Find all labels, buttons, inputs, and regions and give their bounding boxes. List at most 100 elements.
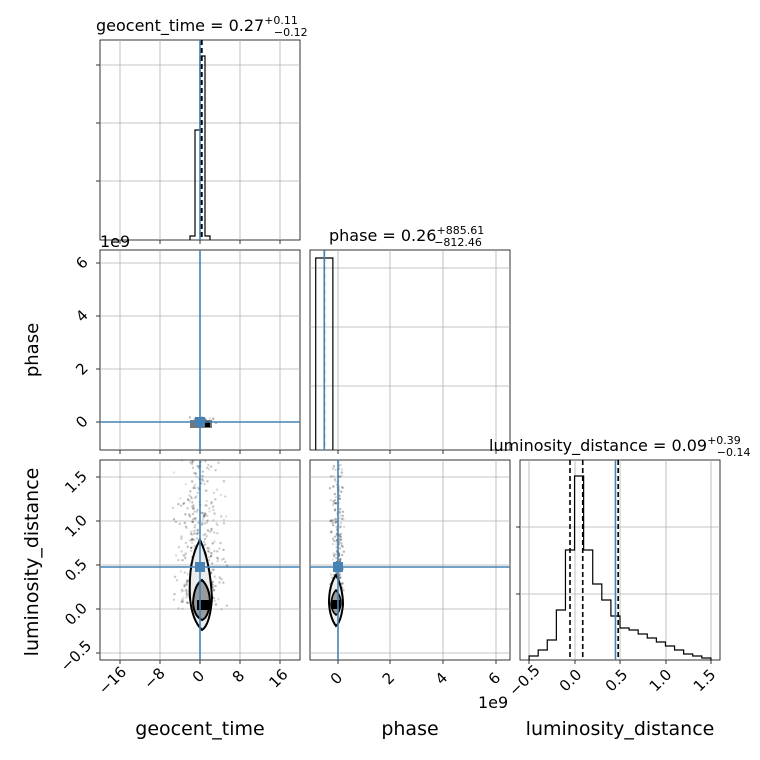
scatter-point <box>335 543 338 546</box>
scatter-point <box>216 557 220 560</box>
scatter-point <box>189 539 192 542</box>
scatter-point <box>339 454 341 456</box>
scatter-point <box>184 483 188 486</box>
scatter-point <box>332 539 336 543</box>
scatter-point <box>194 517 198 520</box>
scatter-point <box>339 541 342 544</box>
scatter-point <box>338 497 341 500</box>
scatter-point <box>203 482 206 486</box>
xtick-label: −0.5 <box>505 661 543 699</box>
scatter-point <box>202 514 206 517</box>
scatter-point <box>334 468 337 471</box>
scatter-point <box>191 520 194 523</box>
scatter-point <box>342 517 345 521</box>
scatter-point <box>196 486 200 489</box>
scatter-point <box>204 543 207 546</box>
scatter-point <box>217 461 220 464</box>
scatter-point <box>216 532 219 535</box>
panel-luminosity-distance-vs-phase: 0 2 4 6 1e9 phase <box>309 454 511 740</box>
scatter-point <box>213 599 216 603</box>
scatter-point <box>216 550 219 553</box>
scatter-point <box>189 532 193 536</box>
ytick-label: 4 <box>72 306 91 325</box>
scatter-point <box>184 525 187 528</box>
scatter-point <box>332 485 335 488</box>
scatter-point <box>214 603 218 606</box>
scatter-point <box>193 529 196 533</box>
scatter-point <box>340 471 343 474</box>
scatter-point <box>193 496 197 500</box>
scatter-point <box>210 552 213 555</box>
scatter-point <box>208 510 211 513</box>
scatter-point <box>190 546 193 550</box>
scatter-point <box>199 457 201 459</box>
scatter-point <box>174 554 178 557</box>
scatter-point <box>214 498 217 501</box>
scatter-point <box>341 553 344 557</box>
scatter-point <box>177 607 180 610</box>
scatter-point <box>201 511 204 515</box>
scatter-point <box>180 588 184 592</box>
scatter-point <box>334 521 337 524</box>
scatter-point <box>224 495 227 498</box>
scatter-point <box>330 530 333 533</box>
scatter-point <box>196 508 199 512</box>
scatter-point <box>211 418 214 421</box>
scatter-point <box>200 523 204 526</box>
scatter-point <box>180 550 183 553</box>
scatter-point <box>188 416 192 419</box>
scatter-point <box>206 520 209 523</box>
scatter-point <box>212 589 216 592</box>
scatter-point <box>177 558 180 562</box>
scatter-point <box>185 593 188 596</box>
scatter-point <box>201 477 204 481</box>
scatter-point <box>192 504 195 507</box>
scatter-point <box>334 518 338 521</box>
scatter-point <box>334 502 338 505</box>
scatter-point <box>334 520 337 523</box>
scatter-point <box>185 581 188 584</box>
scatter-point <box>339 538 342 541</box>
scatter-point <box>338 547 342 550</box>
scatter-point <box>213 540 216 543</box>
ytick-label: 0 <box>72 412 91 431</box>
contour-line-inner <box>191 578 212 622</box>
x-axis-label: phase <box>381 718 438 740</box>
scatter-point <box>193 538 196 542</box>
scatter-point <box>192 486 195 490</box>
scatter-point <box>183 585 186 588</box>
scatter-point <box>331 524 335 527</box>
truth-marker <box>195 562 205 572</box>
scatter-point <box>186 601 189 604</box>
scatter-point <box>218 581 221 584</box>
scatter-point <box>341 510 345 513</box>
scatter-point <box>340 468 344 471</box>
xtick-label: 1.5 <box>690 666 720 696</box>
scatter-point <box>222 581 225 584</box>
scatter-point <box>224 515 228 518</box>
scatter-point <box>333 509 337 512</box>
scatter-point <box>332 554 336 557</box>
scatter-point <box>182 596 185 600</box>
scatter-point <box>209 555 213 558</box>
scatter-point <box>333 555 336 558</box>
scatter-point <box>338 571 342 574</box>
scatter-point <box>212 417 215 420</box>
y-axis-label: luminosity_distance <box>21 468 43 657</box>
scatter-point <box>196 491 199 494</box>
scatter-point <box>193 510 197 513</box>
panel-title: luminosity_distance = 0.09+0.39 −0.14 <box>489 434 751 459</box>
scatter-point <box>211 568 214 571</box>
scatter-point <box>185 526 188 529</box>
scatter-point <box>329 573 333 576</box>
scatter-point <box>332 499 335 503</box>
scatter-point <box>193 483 197 486</box>
scatter-point <box>177 546 181 549</box>
scatter-point <box>338 558 342 562</box>
scatter-point <box>193 486 197 490</box>
scatter-point <box>334 517 337 521</box>
scatter-point <box>181 598 184 602</box>
scatter-point <box>188 515 192 518</box>
xtick-label: 0 <box>327 669 346 688</box>
scatter-point <box>341 582 344 585</box>
